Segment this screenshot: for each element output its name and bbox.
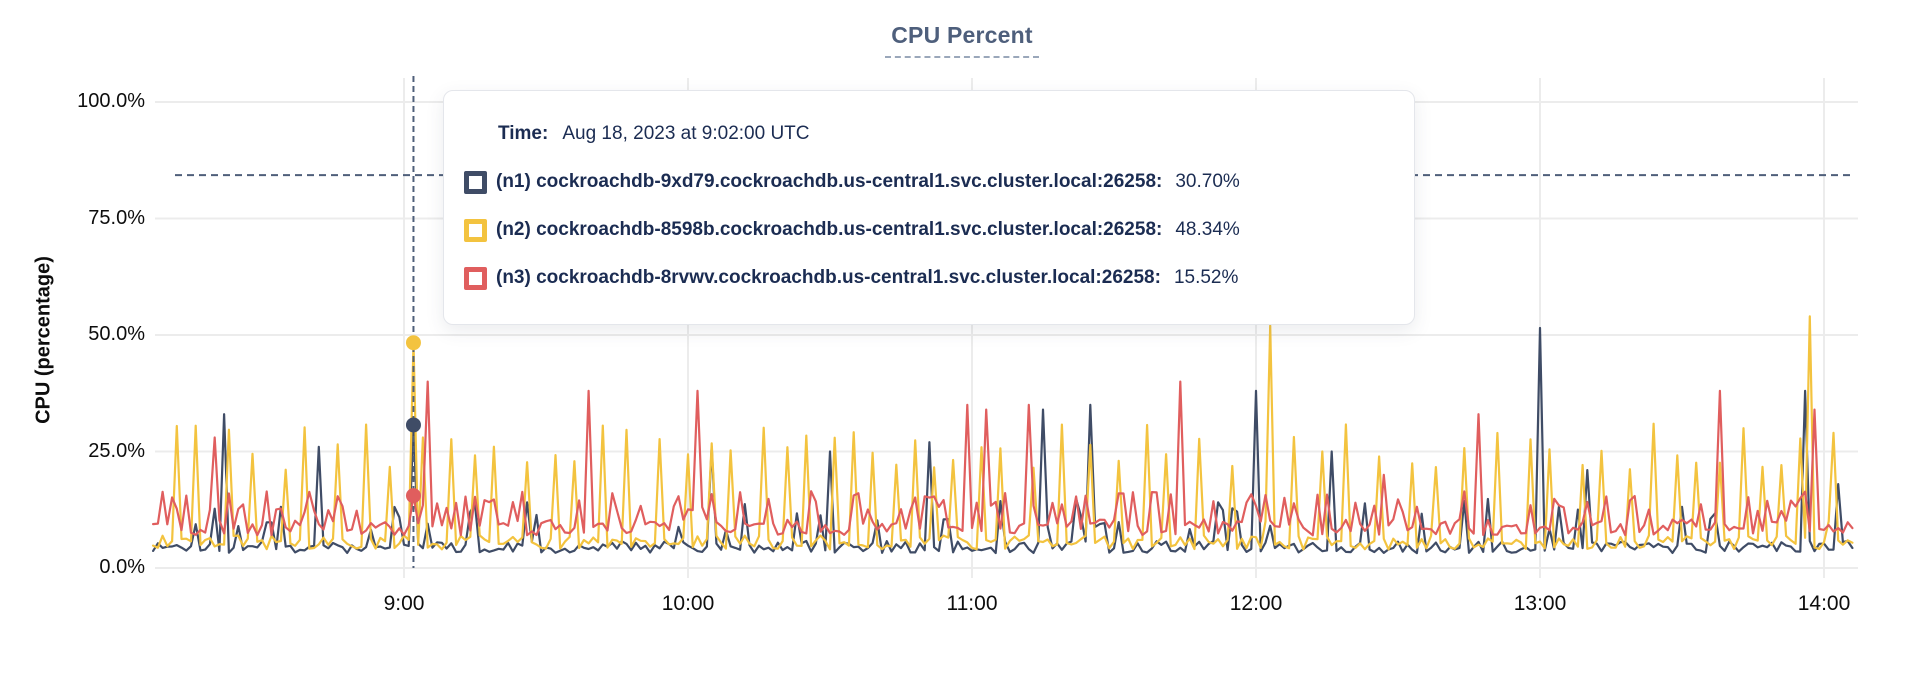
- chart-title: CPU Percent: [885, 22, 1039, 58]
- tooltip-series-row-n1: (n1) cockroachdb-9xd79.cockroachdb.us-ce…: [464, 169, 1240, 195]
- tooltip-series-row-n3: (n3) cockroachdb-8rvwv.cockroachdb.us-ce…: [464, 265, 1238, 291]
- tooltip-time-row: Time: Aug 18, 2023 at 9:02:00 UTC: [498, 121, 810, 147]
- hover-tooltip: Time: Aug 18, 2023 at 9:02:00 UTC (n1) c…: [443, 90, 1415, 325]
- hover-dot-n3: [405, 488, 421, 504]
- tooltip-time-label: Time:: [498, 123, 549, 144]
- x-tick-label-10:00: 10:00: [661, 592, 715, 615]
- tooltip-series-row-n2: (n2) cockroachdb-8598b.cockroachdb.us-ce…: [464, 217, 1240, 243]
- y-tick-label-0.0%: 0.0%: [99, 556, 145, 578]
- hover-dot-n1: [405, 417, 421, 433]
- chart-title-wrap: CPU Percent: [0, 22, 1924, 58]
- x-tick-label-12:00: 12:00: [1229, 592, 1283, 615]
- series-swatch-n1-icon: [464, 170, 487, 194]
- y-tick-label-75.0%: 75.0%: [88, 206, 145, 229]
- hover-dot-n2: [405, 335, 421, 351]
- y-tick-label-100.0%: 100.0%: [77, 90, 145, 112]
- tooltip-series-name-n3: (n3) cockroachdb-8rvwv.cockroachdb.us-ce…: [496, 267, 1161, 288]
- series-swatch-n2-icon: [464, 218, 487, 242]
- tooltip-series-name-n1: (n1) cockroachdb-9xd79.cockroachdb.us-ce…: [496, 171, 1163, 192]
- x-tick-label-14:00: 14:00: [1797, 592, 1851, 615]
- tooltip-time-value: Aug 18, 2023 at 9:02:00 UTC: [562, 123, 810, 144]
- y-tick-label-25.0%: 25.0%: [88, 439, 145, 462]
- series-line-n2: [152, 315, 1854, 551]
- x-tick-label-13:00: 13:00: [1513, 592, 1567, 615]
- series-swatch-n3-icon: [464, 266, 487, 290]
- tooltip-series-value-n3: 15.52%: [1173, 267, 1239, 288]
- tooltip-series-name-n2: (n2) cockroachdb-8598b.cockroachdb.us-ce…: [496, 219, 1163, 240]
- tooltip-series-value-n1: 30.70%: [1175, 171, 1240, 192]
- y-tick-label-50.0%: 50.0%: [88, 323, 145, 345]
- series-line-n3: [152, 380, 1854, 537]
- x-tick-label-11:00: 11:00: [946, 592, 998, 615]
- tooltip-series-value-n2: 48.34%: [1175, 219, 1240, 240]
- x-tick-label-9:00: 9:00: [383, 592, 425, 615]
